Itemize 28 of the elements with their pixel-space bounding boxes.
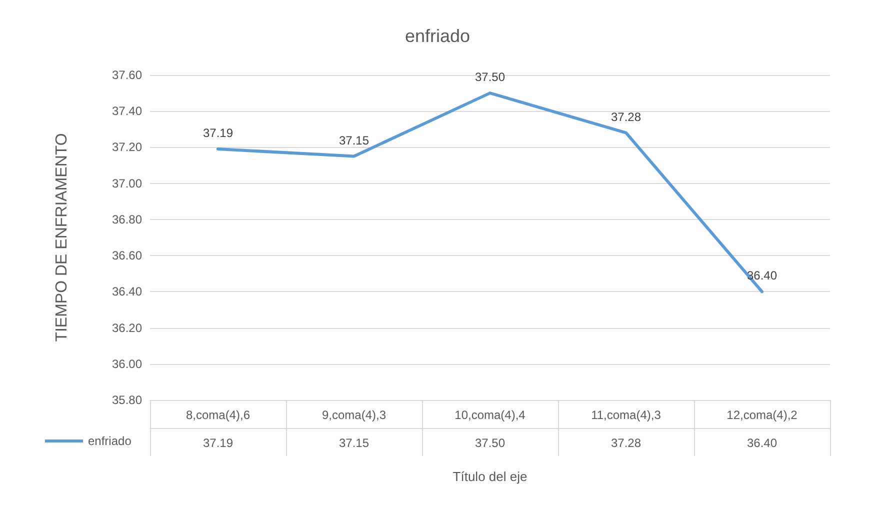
y-tick-label: 37.00 — [112, 176, 142, 190]
text: 37.50 — [474, 70, 506, 84]
data-label: 37.19 — [202, 436, 234, 450]
y-axis-title: TIEMPO DE ENFRIAMENTO — [54, 133, 70, 342]
legend-label: enfriado — [88, 434, 132, 448]
y-tick-label: 36.40 — [112, 284, 142, 299]
y-tick-label: 36.80 — [112, 212, 142, 226]
text: 37.15 — [338, 133, 370, 148]
chart-title: enfriado — [404, 26, 470, 46]
data-label: 37.28 — [610, 436, 642, 450]
x-tick-label: 10,coma(4),4 — [454, 408, 526, 422]
data-label: 37.15 — [338, 436, 370, 450]
x-tick-label: 12,coma(4),2 — [726, 408, 798, 422]
x-tick-label: 11,coma(4),3 — [591, 408, 662, 422]
y-tick-label: 35.80 — [112, 393, 142, 407]
y-tick-label: 36.60 — [112, 248, 142, 263]
text: 37.19 — [202, 126, 234, 140]
y-tick-label: 37.20 — [112, 140, 142, 154]
y-tick-label: 36.20 — [112, 320, 142, 335]
text: 37.28 — [610, 110, 642, 124]
x-axis-title: Título del eje — [452, 469, 528, 484]
y-tick-label: 37.40 — [112, 104, 142, 118]
x-tick-label: 8,coma(4),6 — [186, 408, 250, 422]
x-tick-label: 9,coma(4),3 — [322, 408, 386, 422]
data-label: 37.50 — [474, 436, 506, 450]
y-tick-label: 36.00 — [112, 356, 142, 371]
y-tick-label: 37.60 — [112, 68, 142, 82]
data-label: 36.40 — [746, 436, 778, 450]
